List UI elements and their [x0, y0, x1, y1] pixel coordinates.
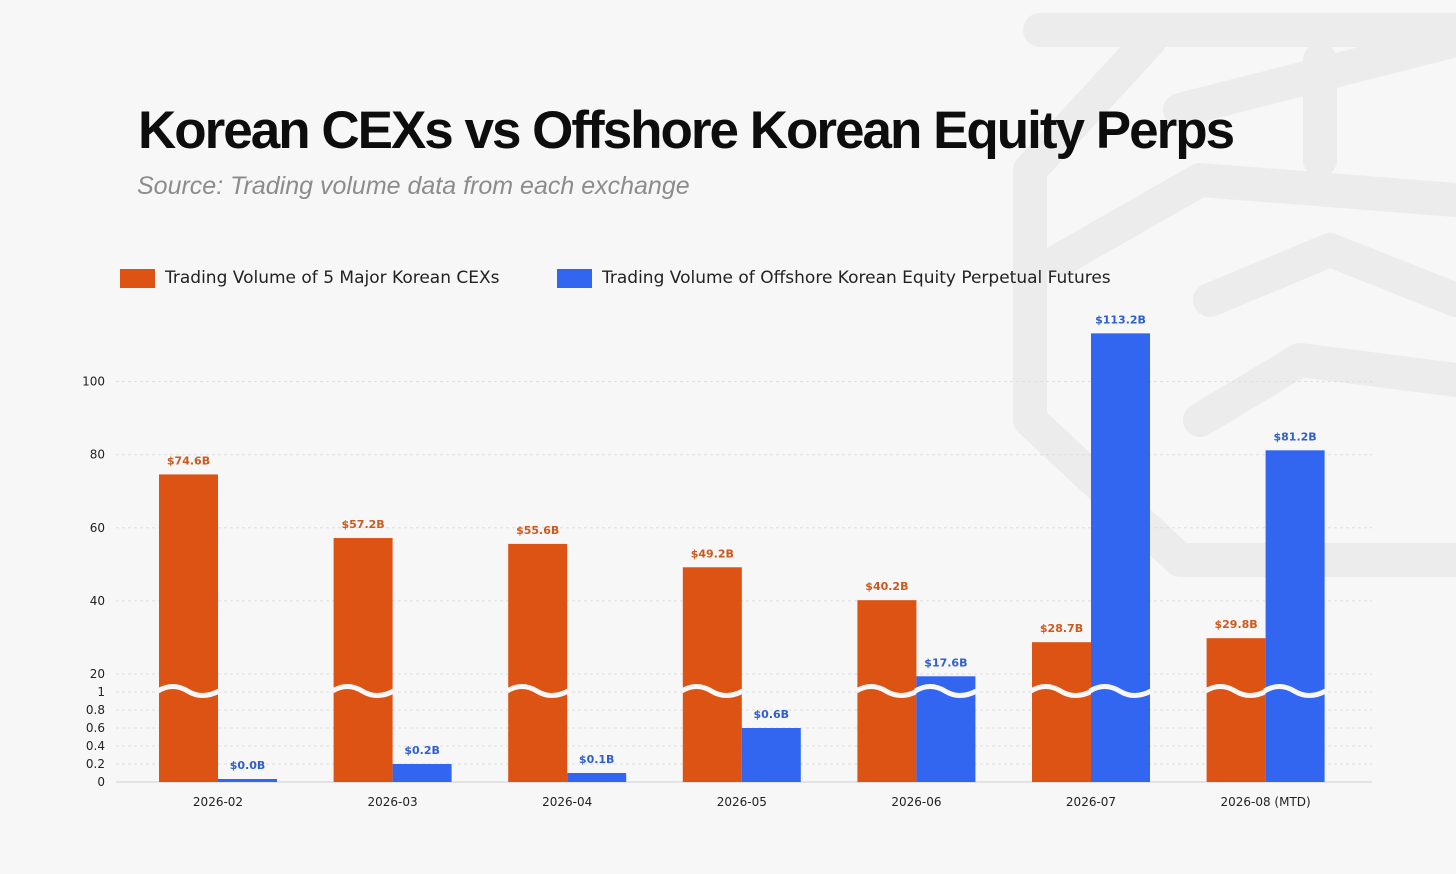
bar-cex [159, 474, 218, 782]
y-tick-label: 60 [90, 521, 105, 535]
axis-break-wave [1029, 684, 1094, 698]
x-tick-label: 2026-06 [891, 795, 941, 809]
data-label: $81.2B [1274, 430, 1317, 443]
data-label: $0.6B [754, 708, 790, 721]
x-tick-label: 2026-02 [193, 795, 243, 809]
axis-break-wave [156, 684, 221, 698]
y-tick-label: 100 [82, 375, 105, 389]
y-tick-label: 0 [97, 775, 105, 789]
axis-break-wave [1204, 684, 1268, 698]
y-tick-label: 80 [90, 448, 105, 462]
bar-cex [682, 567, 742, 782]
bar-offshore [741, 728, 801, 782]
bar-offshore [392, 764, 452, 782]
y-tick-label: 20 [90, 667, 105, 681]
data-label: $49.2B [691, 547, 734, 560]
y-tick-label: 0.6 [86, 721, 105, 735]
chart-subtitle: Source: Trading volume data from each ex… [137, 172, 690, 200]
x-tick-label: 2026-07 [1066, 795, 1116, 809]
x-tick-label: 2026-04 [542, 795, 592, 809]
bar-offshore [1265, 450, 1325, 782]
bar-cex [508, 543, 568, 782]
y-tick-label: 1 [97, 685, 105, 699]
data-label: $40.2B [865, 580, 908, 593]
data-label: $74.6B [167, 454, 210, 467]
bar-offshore [218, 779, 277, 782]
data-label: $55.6B [516, 524, 559, 537]
axis-break-wave [1263, 684, 1327, 698]
x-tick-label: 2026-08 (MTD) [1220, 795, 1310, 809]
data-label: $113.2B [1095, 313, 1146, 326]
y-tick-label: 0.4 [86, 739, 105, 753]
data-label: $0.2B [404, 744, 440, 757]
data-label: $29.8B [1215, 618, 1258, 631]
y-tick-label: 0.8 [86, 703, 105, 717]
data-label: $17.6B [924, 656, 967, 669]
bar-cex [1032, 642, 1091, 782]
chart-title: Korean CEXs vs Offshore Korean Equity Pe… [138, 101, 1235, 160]
bar-offshore [567, 773, 627, 782]
legend-swatch-offshore [557, 268, 592, 288]
legend-swatch-cex [120, 268, 155, 288]
axis-break-wave [505, 684, 570, 698]
axis-break-wave [1088, 684, 1153, 698]
data-label: $57.2B [342, 518, 385, 531]
x-tick-label: 2026-03 [368, 795, 418, 809]
data-label: $28.7B [1040, 622, 1083, 635]
y-tick-label: 40 [90, 594, 105, 608]
y-tick-label: 0.2 [86, 757, 105, 771]
data-label: $0.0B [230, 759, 266, 772]
legend-label-offshore: Trading Volume of Offshore Korean Equity… [602, 268, 1111, 288]
legend-item-cex: Trading Volume of 5 Major Korean CEXs [120, 266, 500, 290]
data-label: $0.1B [579, 753, 615, 766]
bar-cex [1206, 638, 1266, 782]
bar-offshore [1091, 333, 1150, 782]
axis-break-wave [855, 684, 919, 698]
legend-item-offshore: Trading Volume of Offshore Korean Equity… [557, 266, 1111, 290]
legend-label-cex: Trading Volume of 5 Major Korean CEXs [165, 268, 500, 288]
bar-cex [333, 538, 393, 782]
axis-break-wave [914, 684, 978, 698]
axis-break-wave [680, 684, 744, 698]
x-tick-label: 2026-05 [717, 795, 767, 809]
axis-break-wave [331, 684, 395, 698]
